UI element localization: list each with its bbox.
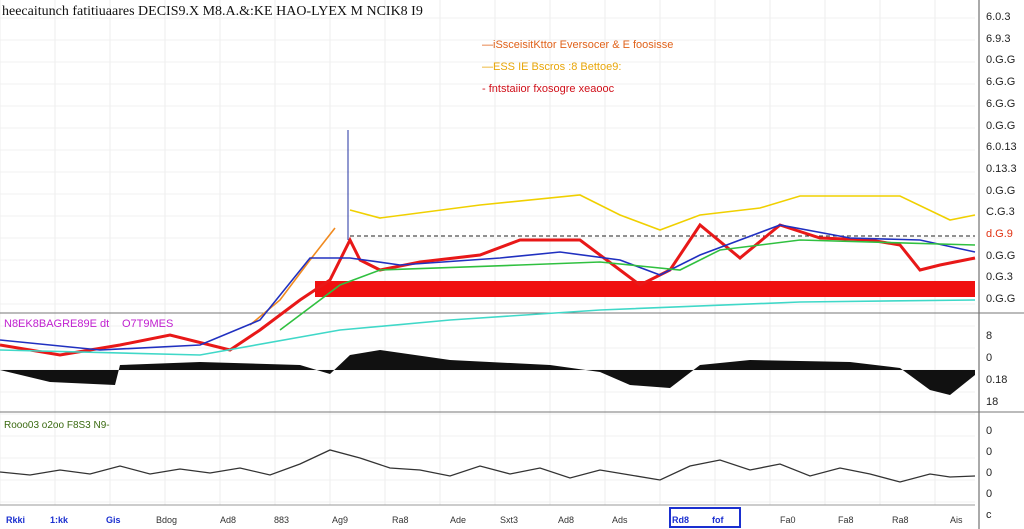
- x-tick-label: 883: [274, 515, 290, 525]
- y-tick-label: 6.9.3: [986, 32, 1011, 45]
- x-tick-label: Ais: [950, 515, 963, 525]
- x-tick-label: Rkki: [6, 515, 26, 525]
- x-tick-label: Ad8: [220, 515, 237, 525]
- legend-item-1: —iSsceisitKttor Eversocer & E foosisse: [482, 39, 674, 51]
- oscillator-line: [0, 449, 976, 483]
- y-tick-label: 6.0.13: [986, 141, 1017, 154]
- x-tick-label: Fa8: [838, 515, 854, 525]
- series-ma-blue: [0, 224, 976, 351]
- series-price: [0, 222, 976, 357]
- x-tick-label: Ag9: [332, 515, 349, 525]
- panel3-label: Rooo03 o2oo F8S3 N9-: [4, 420, 110, 431]
- y-tick-label: 0.18: [986, 374, 1008, 386]
- y-tick-label: 0.G.G: [986, 184, 1016, 197]
- y-tick-label: 6.G.G: [986, 97, 1016, 110]
- x-tick-label: Ade: [450, 515, 467, 525]
- x-tick-label: Ad8: [558, 515, 575, 525]
- y-tick-label: 0.13.3: [986, 162, 1017, 175]
- y-tick-label: 0: [986, 352, 993, 364]
- y-tick-label: 0.G.G: [986, 249, 1016, 262]
- x-tick-label: Fa0: [780, 515, 796, 525]
- series-fast: [249, 227, 336, 326]
- y-tick-label: 0.G.G: [986, 54, 1016, 67]
- y-tick-label: 18: [986, 396, 999, 408]
- x-tick-label: Bdog: [156, 515, 178, 525]
- panel2-label-1: N8EK8BAGRE89E dt: [4, 318, 110, 330]
- y-tick-label: 6.G.G: [986, 76, 1016, 89]
- y-tick-label: d.G.9: [986, 228, 1013, 240]
- chart-title: heecaitunch fatitiuaares DECIS9.X M8.A.&…: [2, 4, 423, 19]
- y-tick-label: 0.G.G: [986, 119, 1016, 132]
- y-tick-label: 0.G.G: [986, 293, 1016, 306]
- y-tick-label: 8: [986, 330, 993, 342]
- y-tick-label: 0: [986, 488, 993, 500]
- series-ma-cyan: [0, 299, 976, 356]
- x-tick-label: Sxt3: [500, 515, 519, 525]
- x-tick-label: Gis: [106, 515, 121, 525]
- x-tick-label: 1:kk: [50, 515, 69, 525]
- y-tick-label: 0: [986, 425, 993, 437]
- histogram-area: [0, 350, 975, 395]
- x-tick-label: Ra8: [392, 515, 409, 525]
- legend-item-3: - fntstaiior fxosogre xeaooc: [482, 83, 615, 95]
- x-tick-label: fof: [712, 515, 724, 525]
- series-upper: [349, 194, 976, 231]
- y-tick-label: c: [986, 509, 992, 521]
- x-tick-label: Ads: [612, 515, 628, 525]
- y-tick-label: C.G.3: [986, 206, 1015, 219]
- support-band: [315, 281, 975, 297]
- y-tick-label: 0.G.3: [986, 271, 1013, 284]
- y-tick-label: 0: [986, 467, 993, 479]
- x-tick-label: Rd8: [672, 515, 690, 525]
- legend-item-2: —ESS IE Bscros :8 Bettoe9:: [482, 61, 622, 73]
- y-tick-label: 6.0.3: [986, 11, 1011, 23]
- series-ma-green: [279, 239, 976, 331]
- panel2-label-2: O7T9MES: [122, 318, 174, 330]
- selection-box: [669, 507, 741, 528]
- x-tick-label: Ra8: [892, 515, 909, 525]
- y-tick-label: 0: [986, 446, 993, 458]
